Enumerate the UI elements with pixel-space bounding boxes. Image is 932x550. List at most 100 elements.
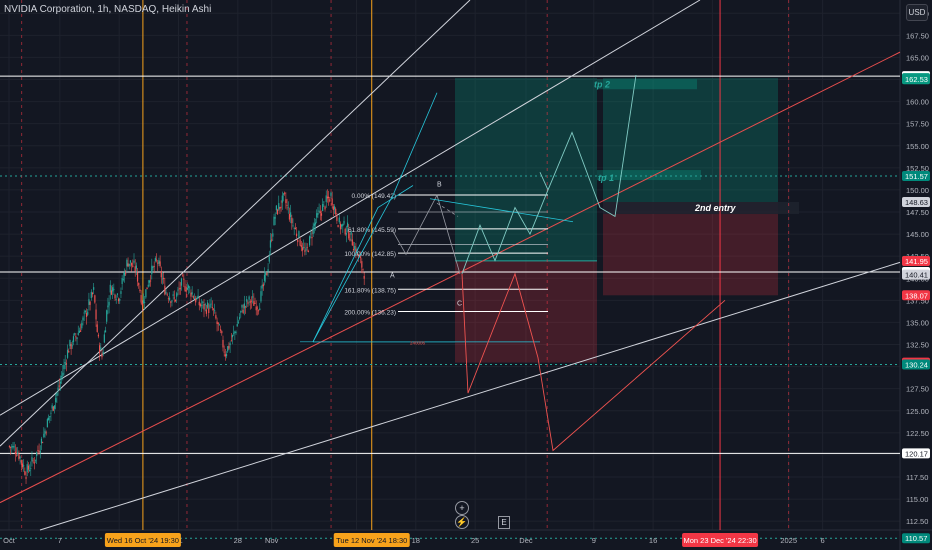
candle-body: [237, 321, 240, 323]
candle-body: [8, 446, 11, 447]
candle-body: [115, 299, 117, 300]
candle-body: [87, 311, 89, 315]
entry-label: 2nd entry: [694, 203, 737, 213]
events-button[interactable]: E: [498, 516, 510, 529]
time-tick: Oct: [3, 536, 16, 545]
candle-body: [152, 266, 154, 268]
candle-body: [216, 321, 218, 324]
candle-body: [320, 213, 323, 216]
candle-body: [107, 305, 109, 308]
lightning-icon[interactable]: ⚡: [455, 515, 469, 529]
candle-body: [63, 364, 65, 370]
candle-body: [25, 477, 27, 479]
candle-body: [341, 224, 343, 227]
currency-button[interactable]: USD: [906, 4, 928, 21]
candle-body: [261, 284, 263, 289]
candle-body: [40, 438, 43, 444]
candle-body: [280, 206, 282, 208]
candle-body: [12, 445, 14, 448]
candle-body: [253, 301, 255, 306]
candle-body: [125, 273, 127, 275]
candle-body: [298, 231, 300, 238]
candle-body: [52, 406, 54, 411]
candle-body: [57, 387, 59, 391]
candle-body: [171, 300, 173, 302]
candle-body: [147, 284, 149, 287]
candle-body: [43, 433, 45, 438]
candle-body: [227, 346, 229, 352]
candle-body: [287, 207, 289, 209]
candle-body: [269, 240, 272, 248]
candle-body: [337, 225, 339, 228]
candle-body: [325, 195, 327, 202]
candle-body: [357, 254, 359, 257]
candle-body: [183, 278, 185, 280]
candle-body: [248, 296, 250, 300]
plus-button[interactable]: +: [455, 501, 469, 515]
candle-body: [32, 460, 34, 462]
price-tick: 160.00: [906, 98, 929, 107]
candle-body: [153, 265, 155, 268]
time-tick: Dec: [519, 536, 533, 545]
candle-body: [103, 334, 105, 343]
tp1-label: tp 1: [598, 173, 614, 183]
candle-body: [348, 230, 350, 239]
highlighted-time-lines: [21, 0, 790, 530]
candle-body: [142, 300, 145, 304]
candle-body: [169, 297, 171, 300]
price-tick: 145.00: [906, 230, 929, 239]
candle-body: [160, 271, 162, 278]
candle-body: [166, 294, 168, 296]
candle-body: [279, 206, 281, 209]
candle-body: [275, 205, 277, 211]
price-tag: 148.63: [905, 198, 928, 207]
time-tag-bg: [682, 533, 759, 547]
price-tag: 140.41: [905, 271, 928, 280]
candle-body: [53, 405, 56, 409]
candle-body: [69, 339, 71, 347]
candle-body: [145, 289, 147, 298]
candle-body: [255, 306, 257, 311]
candle-body: [292, 225, 294, 227]
fib-label: 0.00% (149.42): [352, 193, 396, 200]
candle-body: [235, 331, 237, 333]
candle-body: [284, 192, 286, 194]
point-label-b: B: [437, 181, 442, 188]
candle-body: [276, 209, 279, 215]
candle-body: [203, 304, 205, 310]
candle-body: [196, 298, 198, 299]
candle-body: [96, 324, 98, 333]
candle-body: [355, 248, 357, 255]
candle-body: [37, 450, 39, 452]
candle-body: [349, 238, 351, 241]
candle-body: [263, 274, 266, 281]
time-axis[interactable]: Oct7142128Nov111825Dec9162320256Wed 16 O…: [3, 533, 825, 547]
candle-body: [363, 275, 365, 279]
candle-body: [333, 206, 336, 210]
candle-body: [218, 324, 221, 326]
candle-body: [165, 292, 167, 294]
candle-body: [206, 302, 209, 308]
candle-body: [30, 468, 32, 470]
candle-body: [68, 351, 70, 353]
candle-body: [312, 226, 314, 235]
price-tag-bg: [902, 359, 930, 370]
trend-line: [0, 51, 901, 504]
candle-body: [297, 239, 299, 243]
tp1-box: [597, 170, 701, 181]
price-tick: 112.50: [906, 517, 928, 526]
point-label-c: C: [457, 301, 462, 308]
candle-body: [138, 282, 140, 286]
candle-body: [301, 247, 304, 251]
candle-body: [295, 233, 298, 237]
bull-projection: [539, 172, 549, 191]
price-tag-bg: [902, 290, 930, 301]
candle-body: [210, 303, 212, 305]
candle-body: [271, 239, 273, 241]
candle-body: [116, 293, 118, 295]
price-tag: 162.53: [905, 75, 928, 84]
candle-body: [151, 265, 153, 275]
candle-body: [135, 265, 137, 269]
candle-body: [300, 245, 302, 248]
